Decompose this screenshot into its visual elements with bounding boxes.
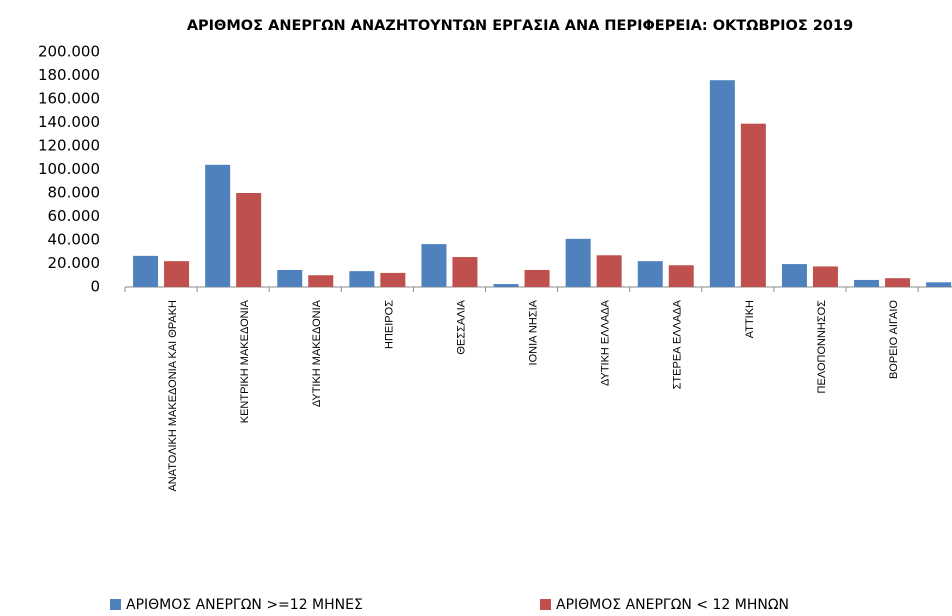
y-tick-label: 160.000 — [38, 90, 100, 108]
x-tick-label: ΔΥΤΙΚΗ ΕΛΛΑΔΑ — [600, 299, 612, 386]
x-tick-label: ΠΕΛΟΠΟΝΝΗΣΟΣ — [816, 300, 828, 394]
y-tick-label: 100.000 — [38, 160, 100, 178]
bar — [452, 257, 478, 287]
x-tick-label: ΚΕΝΤΡΙΚΗ ΜΑΚΕΔΟΝΙΑ — [239, 299, 251, 423]
bar — [277, 269, 303, 287]
bar — [524, 269, 550, 287]
bar — [133, 255, 159, 287]
bar — [885, 278, 911, 287]
bar — [668, 265, 694, 287]
bar — [205, 164, 231, 287]
bar — [740, 123, 766, 287]
bar — [421, 244, 447, 287]
bar — [349, 271, 375, 287]
bar — [565, 238, 591, 287]
bar — [236, 193, 262, 287]
y-tick-label: 180.000 — [38, 66, 100, 84]
x-tick-label: ΑΝΑΤΟΛΙΚΗ ΜΑΚΕΔΟΝΙΑ ΚΑΙ ΘΡΑΚΗ — [167, 300, 179, 492]
y-tick-label: 0 — [90, 278, 100, 296]
bar — [854, 279, 880, 287]
y-tick-label: 40.000 — [48, 231, 101, 249]
y-tick-label: 120.000 — [38, 137, 100, 155]
bar — [308, 275, 334, 287]
bar — [637, 261, 663, 287]
x-tick-label: ΔΥΤΙΚΗ ΜΑΚΕΔΟΝΙΑ — [311, 299, 323, 407]
bar — [709, 80, 735, 287]
bar — [380, 272, 406, 287]
x-tick-label: ΑΤΤΙΚΗ — [744, 300, 756, 338]
x-tick-label: ΒΟΡΕΙΟ ΑΙΓΑΙΟ — [888, 300, 900, 379]
y-tick-label: 80.000 — [48, 184, 101, 202]
bar — [781, 264, 807, 287]
x-tick-label: ΘΕΣΣΑΛΙΑ — [455, 299, 467, 354]
legend-label: ΑΡΙΘΜΟΣ ΑΝΕΡΓΩΝ < 12 ΜΗΝΩΝ — [556, 597, 789, 613]
legend-label: ΑΡΙΘΜΟΣ ΑΝΕΡΓΩΝ >=12 ΜΗΝΕΣ — [126, 597, 363, 613]
y-tick-label: 140.000 — [38, 113, 100, 131]
bar — [164, 261, 190, 287]
x-tick-label: ΗΠΕΙΡΟΣ — [383, 300, 395, 349]
y-tick-label: 20.000 — [48, 254, 101, 272]
legend-swatch — [110, 599, 121, 610]
x-tick-label: ΣΤΕΡΕΑ ΕΛΛΑΔΑ — [672, 299, 684, 389]
y-tick-label: 200.000 — [38, 43, 100, 61]
chart-title: ΑΡΙΘΜΟΣ ΑΝΕΡΓΩΝ ΑΝΑΖΗΤΟΥΝΤΩΝ ΕΡΓΑΣΙΑ ΑΝΑ… — [186, 18, 854, 34]
legend-swatch — [540, 599, 551, 610]
x-tick-label: ΙΟΝΙΑ ΝΗΣΙΑ — [527, 299, 539, 365]
bar — [596, 255, 622, 287]
bar — [926, 282, 952, 287]
bar — [493, 284, 519, 287]
y-tick-label: 60.000 — [48, 207, 101, 225]
bar — [812, 266, 838, 287]
